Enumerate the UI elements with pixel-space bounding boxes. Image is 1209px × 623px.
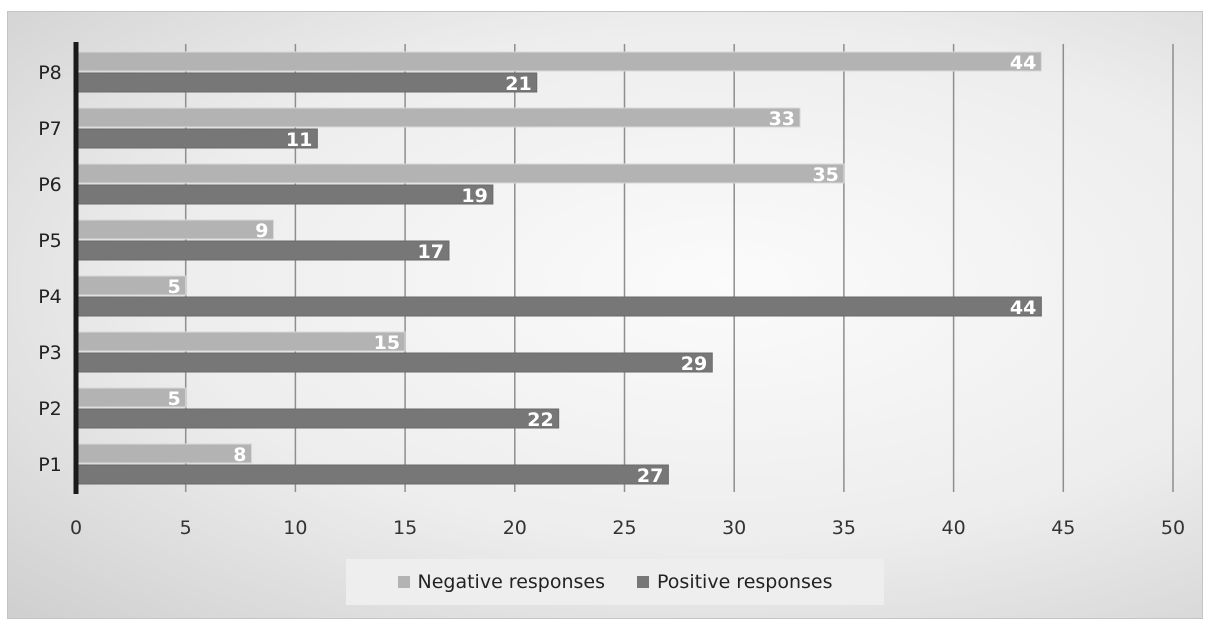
bar-p6-negative bbox=[75, 163, 845, 184]
x-tick-label-50: 50 bbox=[1161, 517, 1185, 539]
legend-swatch-negative bbox=[397, 576, 410, 588]
data-label-p6-negative: 35 bbox=[812, 164, 838, 186]
legend-swatch-positive bbox=[637, 576, 650, 588]
category-label-p1: P1 bbox=[38, 454, 62, 476]
data-label-p4-positive: 44 bbox=[1010, 297, 1036, 319]
category-label-p6: P6 bbox=[38, 174, 62, 196]
category-label-p7: P7 bbox=[38, 118, 62, 140]
x-tick-label-20: 20 bbox=[503, 517, 527, 539]
data-label-p7-negative: 33 bbox=[769, 108, 795, 130]
bar-p4-positive bbox=[75, 296, 1042, 317]
x-tick-label-40: 40 bbox=[942, 517, 966, 539]
bar-p2-positive bbox=[75, 408, 560, 429]
data-label-p2-positive: 22 bbox=[527, 409, 553, 431]
x-tick-label-0: 0 bbox=[70, 517, 82, 539]
category-label-p4: P4 bbox=[38, 286, 62, 308]
bar-p1-positive bbox=[75, 464, 669, 485]
x-tick-label-25: 25 bbox=[612, 517, 636, 539]
data-label-p1-negative: 8 bbox=[233, 444, 246, 466]
x-tick-label-30: 30 bbox=[722, 517, 746, 539]
data-label-p6-positive: 19 bbox=[461, 185, 487, 207]
bar-p5-negative bbox=[75, 219, 274, 240]
data-label-p7-positive: 11 bbox=[286, 129, 312, 151]
data-label-p1-positive: 27 bbox=[637, 465, 663, 487]
bar-p7-negative bbox=[75, 107, 801, 128]
category-label-p3: P3 bbox=[38, 342, 62, 364]
x-tick-label-35: 35 bbox=[832, 517, 856, 539]
category-label-p2: P2 bbox=[38, 398, 62, 420]
category-label-p5: P5 bbox=[38, 230, 62, 252]
bar-p8-positive bbox=[75, 72, 538, 93]
legend-item-negative: Negative responses bbox=[397, 571, 606, 593]
data-label-p8-negative: 44 bbox=[1010, 52, 1036, 74]
data-label-p8-positive: 21 bbox=[505, 73, 531, 95]
data-label-p3-negative: 15 bbox=[374, 332, 400, 354]
bar-chart: 0 5 10 15 20 25 30 35 40 45 50 P1 8 27 P2 5 22 P3 15 29 P4 5 4… bbox=[38, 42, 1185, 539]
data-label-p3-positive: 29 bbox=[681, 353, 707, 375]
bar-p6-positive bbox=[75, 184, 494, 205]
chart-area: 0 5 10 15 20 25 30 35 40 45 50 P1 8 27 P2 5 22 P3 15 29 P4 5 4… bbox=[8, 12, 1202, 618]
bar-p3-positive bbox=[75, 352, 713, 373]
data-label-p2-negative: 5 bbox=[167, 388, 180, 410]
x-tick-label-10: 10 bbox=[283, 517, 307, 539]
data-label-p4-negative: 5 bbox=[167, 276, 180, 298]
x-tick-label-15: 15 bbox=[393, 517, 417, 539]
data-label-p5-positive: 17 bbox=[418, 241, 444, 263]
data-label-p5-negative: 9 bbox=[255, 220, 268, 242]
x-tick-label-45: 45 bbox=[1051, 517, 1075, 539]
legend-label-positive: Positive responses bbox=[657, 571, 833, 593]
bar-p8-negative bbox=[75, 51, 1042, 72]
bar-p3-negative bbox=[75, 331, 406, 352]
bar-p5-positive bbox=[75, 240, 450, 261]
bar-p7-positive bbox=[75, 128, 318, 149]
bar-p1-negative bbox=[75, 443, 253, 464]
legend-label-negative: Negative responses bbox=[417, 571, 606, 593]
x-tick-label-5: 5 bbox=[180, 517, 192, 539]
category-label-p8: P8 bbox=[38, 62, 62, 84]
legend-item-positive: Positive responses bbox=[637, 571, 833, 593]
legend: Negative responses Positive responses bbox=[346, 559, 884, 605]
